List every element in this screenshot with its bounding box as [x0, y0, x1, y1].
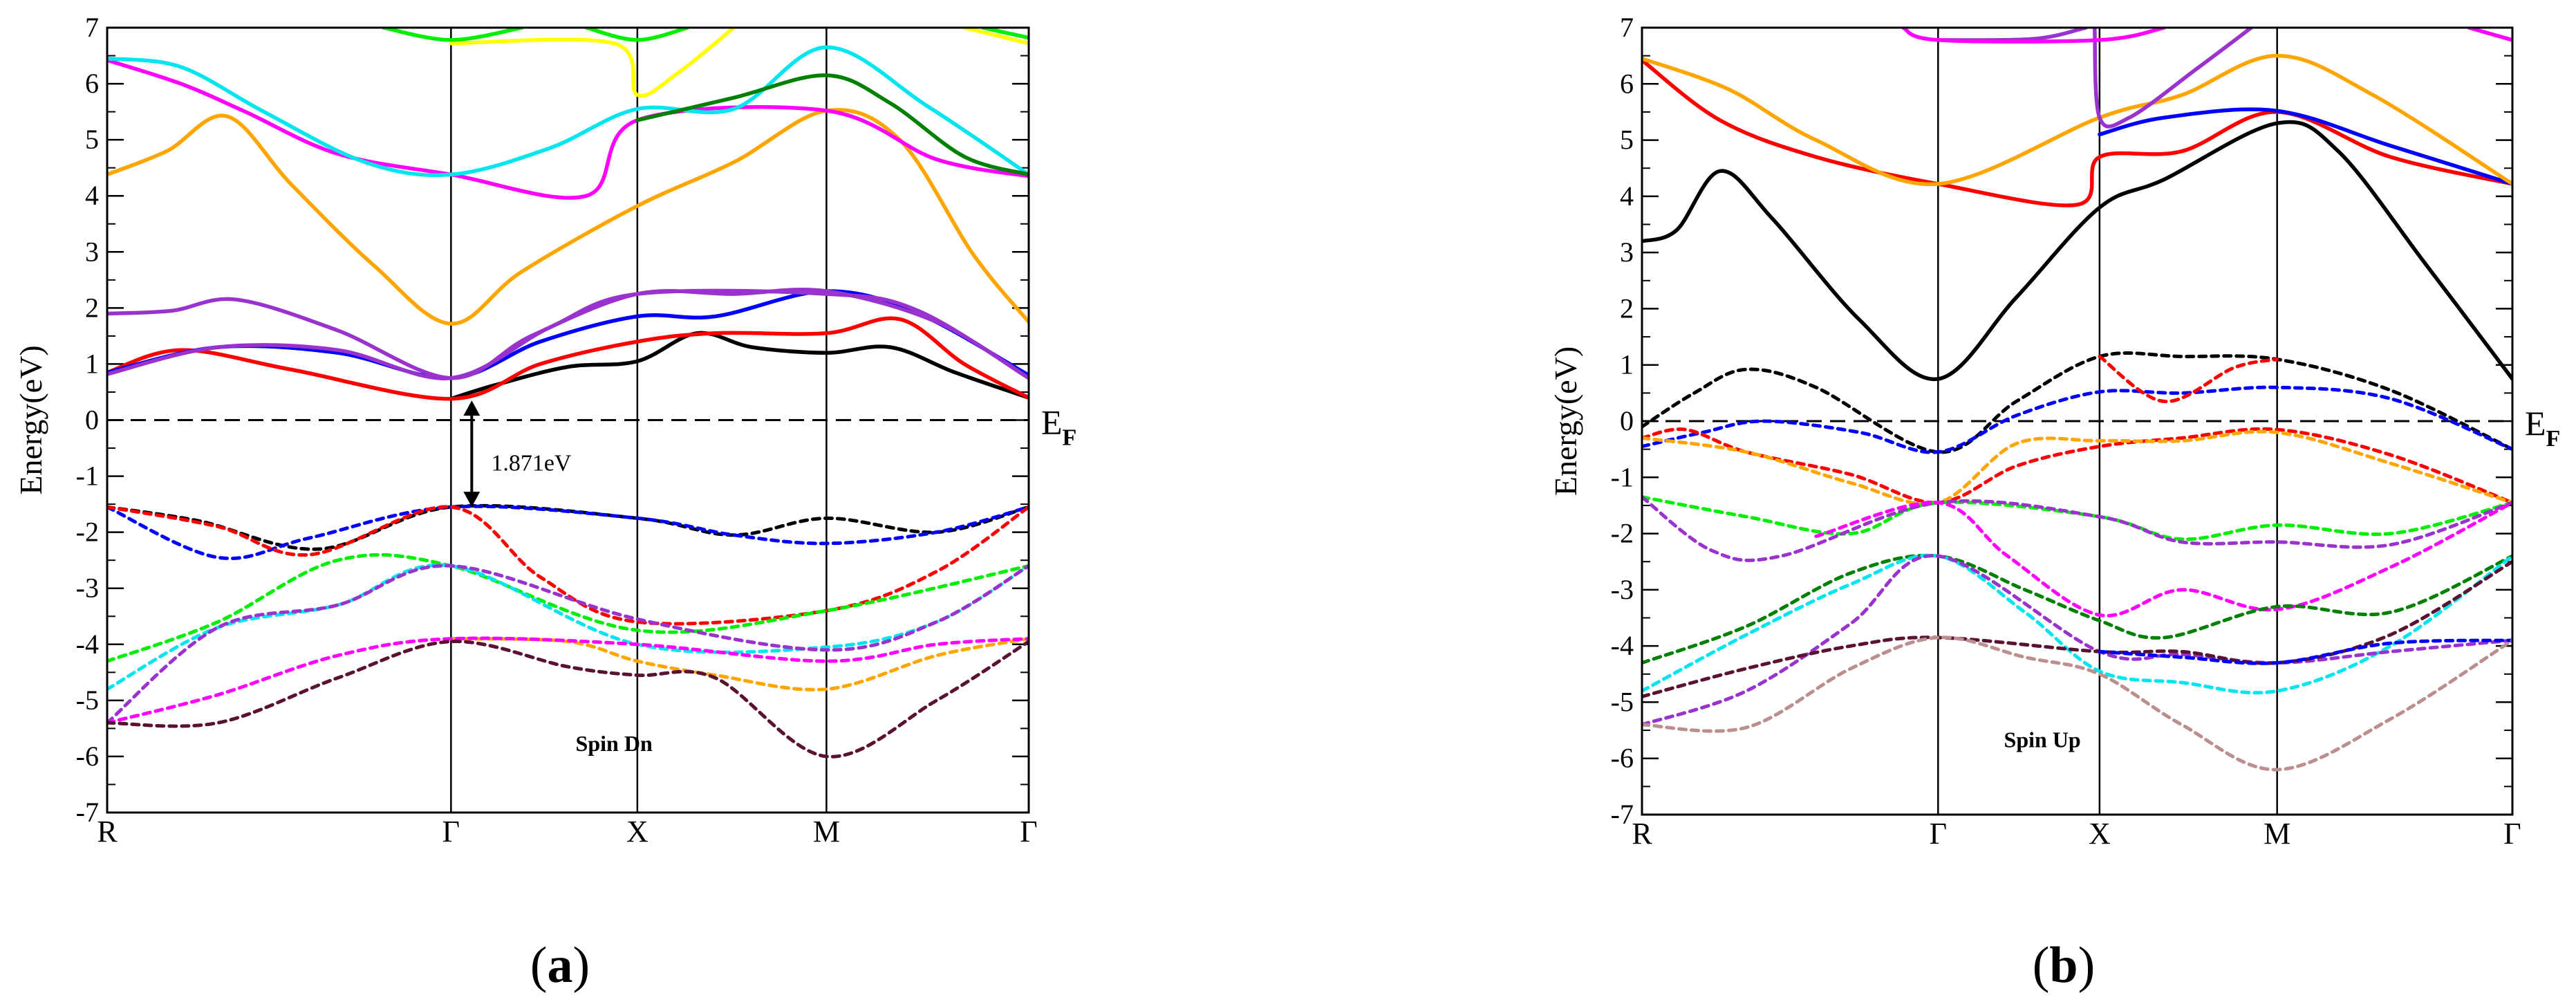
- kpoint-label: R: [97, 815, 118, 848]
- y-axis-label: Energy(eV): [1548, 346, 1583, 496]
- panel-a-spin-dn: -7 -6 -5 -4 -3 -2 -1 0 1 2 3 4 5 6 7 R Γ X M Γ Energy(eV) EF S…: [13, 12, 1076, 848]
- kpoint-label: Γ: [442, 815, 460, 848]
- band-cb-cyan: [107, 45, 1029, 178]
- y-tick-label: -1: [76, 461, 99, 492]
- band-cb-lime2: [584, 28, 690, 42]
- band-gap-label: 1.871eV: [491, 450, 572, 476]
- band-cb-blue: [2098, 107, 2512, 186]
- y-tick-label: -4: [1611, 630, 1634, 661]
- band-vb-maroon: [107, 640, 1029, 759]
- y-tick-label: -6: [1611, 743, 1634, 774]
- band-cb-red: [107, 316, 1029, 401]
- panel-b-caption: (b): [2033, 937, 2095, 994]
- band-gap-arrowhead-top: [463, 400, 480, 416]
- kpoint-label: R: [1632, 817, 1652, 851]
- kpoint-label: X: [2089, 817, 2111, 851]
- band-cb-orange: [1642, 53, 2512, 187]
- band-gap-arrowhead-bottom: [463, 492, 480, 508]
- y-tick-label: 6: [85, 68, 99, 99]
- kpoint-label: M: [2264, 817, 2290, 851]
- y-tick-label: -3: [76, 573, 99, 604]
- spin-title: Spin Dn: [576, 731, 653, 756]
- y-tick-label: -5: [76, 685, 99, 716]
- y-axis-label: Energy(eV): [13, 345, 48, 494]
- band-vb-black: [1642, 351, 2512, 454]
- y-tick-label: -1: [1611, 461, 1634, 492]
- band-vb-darkgreen: [1642, 553, 2512, 665]
- band-cb-magenta: [107, 58, 1029, 200]
- bands-group: [1642, 28, 2512, 772]
- band-vb-violet: [1642, 554, 2512, 727]
- plot-frame: [1641, 26, 2514, 816]
- kpoint-label: Γ: [1020, 815, 1037, 848]
- kpoint-label: M: [813, 815, 840, 848]
- y-tick-label: 5: [85, 124, 99, 155]
- y-tick-label: 3: [85, 236, 99, 267]
- band-vb-red2: [2098, 355, 2279, 404]
- y-tick-label: 7: [1620, 12, 1634, 43]
- y-tick-label: -7: [1611, 799, 1634, 830]
- y-tick-label: -3: [1611, 574, 1634, 605]
- band-vb-red: [1642, 427, 2512, 505]
- band-cb-violet: [2092, 28, 2254, 129]
- band-cb-green: [635, 73, 1029, 177]
- band-cb-red: [1642, 58, 2512, 207]
- band-cb-purple2: [107, 287, 1029, 380]
- band-vb-red: [107, 505, 1029, 626]
- y-tick-label: -2: [76, 517, 99, 548]
- band-cb-lime: [382, 28, 524, 42]
- y-tick-label: 2: [85, 292, 99, 323]
- band-vb-purple: [1642, 495, 2512, 562]
- band-vb-magenta: [107, 636, 1029, 725]
- band-cb-black: [449, 331, 1029, 401]
- band-cb-magenta: [1901, 28, 2167, 44]
- band-vb-tan: [1642, 635, 2512, 772]
- kpoint-label: X: [626, 815, 648, 848]
- y-tick-label: 3: [1620, 236, 1634, 268]
- y-tick-label: 5: [1620, 124, 1634, 156]
- fermi-level-label: EF: [2525, 404, 2560, 452]
- band-vb-purple: [107, 564, 1029, 725]
- band-cb-yellow: [449, 28, 736, 98]
- kpoint-label: Γ: [1930, 817, 1947, 851]
- fermi-level-label: EF: [1041, 403, 1076, 451]
- band-vb-black: [107, 503, 1029, 551]
- spin-title: Spin Up: [2004, 727, 2081, 752]
- y-tick-label: 1: [1620, 349, 1634, 380]
- y-tick-label: 1: [85, 348, 99, 379]
- y-tick-label: 7: [85, 12, 99, 43]
- band-vb-blue: [1642, 385, 2512, 454]
- band-vb-blue2: [2098, 638, 2512, 665]
- band-vb-blue: [107, 504, 1029, 560]
- band-cb-black: [1642, 120, 2512, 382]
- y-tick-label: -2: [1611, 518, 1634, 549]
- y-tick-label: 4: [85, 180, 99, 211]
- band-vb-magenta: [1814, 501, 2512, 618]
- y-tick-label: 0: [85, 405, 99, 436]
- y-tick-label: 6: [1620, 68, 1634, 99]
- bands-group: [107, 28, 1029, 759]
- plot-frame: [106, 26, 1030, 814]
- panel-a-caption: (a): [530, 937, 590, 994]
- y-tick-label: 0: [1620, 405, 1634, 436]
- y-tick-label: 2: [1620, 293, 1634, 324]
- panel-b-spin-up: -7 -6 -5 -4 -3 -2 -1 0 1 2 3 4 5 6 7 R Γ X M Γ Energy(eV) EF S…: [1548, 12, 2560, 851]
- y-tick-label: -4: [76, 629, 99, 660]
- kpoint-label: Γ: [2503, 817, 2521, 851]
- band-vb-orange: [1642, 429, 2512, 506]
- y-tick-label: -5: [1611, 686, 1634, 717]
- y-tick-label: -7: [76, 797, 99, 828]
- y-tick-label: 4: [1620, 180, 1634, 212]
- y-tick-label: -6: [76, 741, 99, 772]
